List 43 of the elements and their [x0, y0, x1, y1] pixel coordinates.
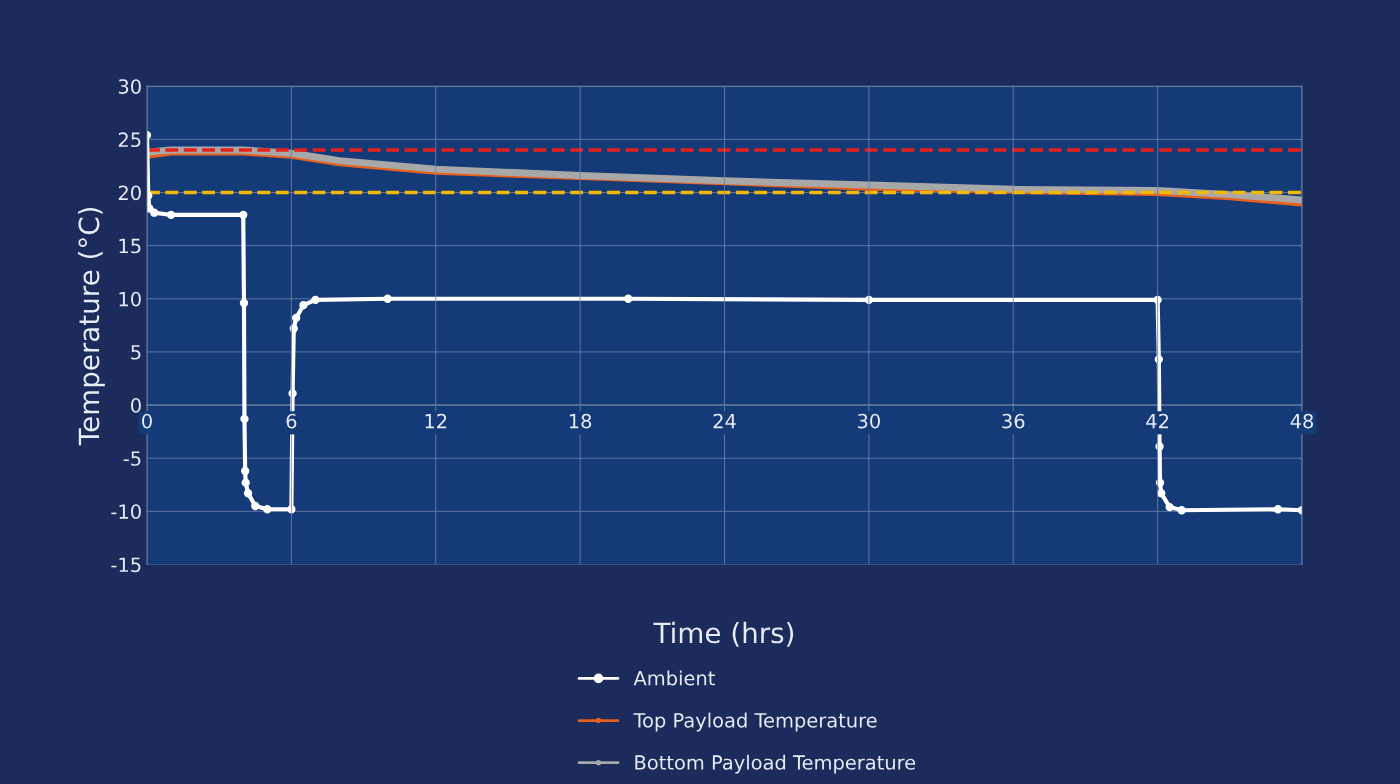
- x-tick-label: 0: [142, 413, 152, 429]
- x-tick-label: 48: [1290, 413, 1314, 429]
- point: [240, 414, 249, 424]
- x-tick-label: 30: [857, 413, 880, 429]
- point: [251, 501, 260, 511]
- x-axis-title: Time (hrs): [653, 621, 794, 647]
- point: [243, 489, 253, 498]
- y-tick-label: -15: [111, 557, 141, 573]
- point: [1273, 505, 1283, 514]
- y-tick-label: -10: [111, 504, 141, 520]
- y-tick-label: 25: [118, 132, 141, 148]
- y-tick-label: 20: [118, 185, 141, 201]
- x-tick-label: 6: [286, 413, 297, 429]
- point: [624, 294, 633, 303]
- point: [166, 210, 176, 219]
- x-tick-label: 42: [1146, 413, 1169, 429]
- y-axis-title: Temperature (°C): [77, 207, 105, 446]
- y-tick-label: -5: [123, 451, 141, 466]
- point: [383, 294, 392, 303]
- point: [311, 295, 320, 305]
- x-tick-label: 12: [425, 413, 447, 429]
- y-tick-label: 10: [119, 291, 141, 307]
- legend-label: Ambient: [633, 670, 715, 686]
- point: [292, 313, 301, 323]
- point: [241, 478, 250, 487]
- legend-label: Top Payload Temperature: [633, 712, 877, 732]
- point: [1177, 506, 1186, 515]
- point: [241, 466, 250, 476]
- point: [150, 208, 159, 217]
- y-tick-label: 30: [118, 79, 141, 94]
- point: [1165, 502, 1174, 512]
- point: [239, 298, 249, 308]
- point: [263, 505, 272, 514]
- x-tick-label: 24: [713, 413, 736, 429]
- legend-label: Bottom Payload Temperature: [635, 754, 916, 774]
- x-tick-label: 36: [1002, 413, 1025, 429]
- x-tick-label: 18: [569, 413, 592, 429]
- point: [299, 301, 308, 310]
- y-tick-label: 0: [131, 398, 141, 413]
- point: [239, 210, 248, 219]
- y-tick-label: 5: [131, 345, 141, 360]
- y-tick-label: 15: [119, 238, 141, 254]
- point: [1157, 489, 1166, 498]
